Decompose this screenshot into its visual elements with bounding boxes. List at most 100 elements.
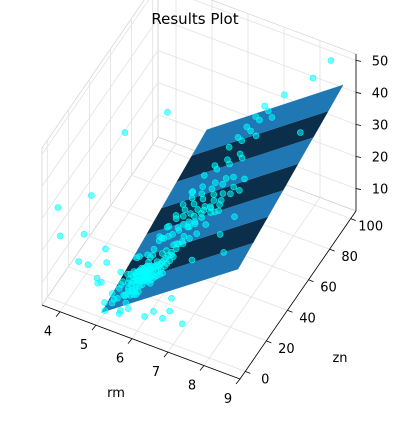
x-axis-label: rm xyxy=(107,386,125,401)
data-point xyxy=(236,187,243,194)
data-point xyxy=(210,197,218,204)
data-point xyxy=(119,278,127,286)
data-point xyxy=(144,251,151,259)
data-point xyxy=(169,231,176,238)
x-tick-label: 5 xyxy=(80,338,88,353)
x-tick-label: 8 xyxy=(188,379,196,394)
data-point xyxy=(141,313,148,320)
z-tick-label: 40 xyxy=(372,86,389,101)
data-point xyxy=(212,179,219,186)
grid-line-y xyxy=(46,140,246,372)
plane-stripe xyxy=(161,137,314,209)
data-point xyxy=(208,185,216,193)
data-point xyxy=(166,307,173,315)
data-point xyxy=(216,231,224,238)
data-point xyxy=(227,190,234,198)
data-point xyxy=(121,129,129,136)
data-point xyxy=(224,156,231,163)
data-point xyxy=(180,233,188,240)
data-point xyxy=(188,194,196,202)
y-axis-line xyxy=(239,210,357,380)
data-point xyxy=(296,129,304,136)
data-point xyxy=(84,261,92,269)
grid-line-x xyxy=(59,0,177,312)
data-point xyxy=(88,192,95,199)
y-tick-label: 20 xyxy=(278,342,295,357)
data-point xyxy=(159,269,166,277)
data-point xyxy=(179,201,187,208)
data-point xyxy=(230,183,237,191)
y-axis-label: zn xyxy=(332,351,347,366)
data-point xyxy=(210,191,218,198)
data-point xyxy=(150,308,157,315)
data-point xyxy=(243,123,251,131)
grid-line-y xyxy=(89,79,288,311)
axis-lines xyxy=(41,54,362,385)
data-point xyxy=(108,290,116,297)
data-point xyxy=(222,175,230,182)
data-point xyxy=(56,232,64,240)
data-point xyxy=(103,259,110,266)
data-point xyxy=(172,212,180,219)
data-point xyxy=(201,172,208,179)
data-point xyxy=(193,230,200,237)
x-tick-mark xyxy=(127,338,133,344)
data-point xyxy=(225,143,233,151)
data-point xyxy=(145,258,152,266)
grid-line-z xyxy=(41,0,357,155)
data-point xyxy=(230,173,237,181)
data-point xyxy=(153,258,161,265)
data-point xyxy=(186,235,193,242)
y-tick-label: 60 xyxy=(320,281,337,296)
data-point xyxy=(150,245,158,253)
data-point xyxy=(168,294,175,302)
data-point xyxy=(231,213,238,220)
data-point xyxy=(188,256,196,264)
data-point xyxy=(220,249,227,256)
data-point xyxy=(252,132,260,140)
data-point xyxy=(219,180,226,188)
x-tick-mark xyxy=(235,378,241,385)
data-point xyxy=(198,190,206,197)
data-point xyxy=(268,114,276,121)
data-point xyxy=(136,253,143,260)
data-point xyxy=(264,107,272,115)
data-point xyxy=(327,57,335,64)
data-point xyxy=(80,230,88,238)
z-tick-label: 10 xyxy=(372,183,389,198)
z-tick-mark xyxy=(355,92,362,94)
data-point xyxy=(54,204,62,211)
data-point xyxy=(164,109,171,116)
data-point xyxy=(75,258,82,265)
data-point xyxy=(236,150,244,158)
data-point xyxy=(114,294,121,302)
data-point xyxy=(170,241,177,249)
data-point xyxy=(179,320,186,328)
data-point xyxy=(168,251,175,259)
data-point xyxy=(101,307,109,314)
data-point xyxy=(185,218,193,226)
y-tick-mark xyxy=(350,218,356,222)
z-tick-label: 30 xyxy=(372,119,389,134)
data-point xyxy=(234,134,242,141)
data-point xyxy=(101,299,108,306)
data-point xyxy=(122,299,130,307)
data-point xyxy=(135,288,142,296)
data-point xyxy=(125,305,132,313)
data-point xyxy=(241,175,248,183)
z-tick-mark xyxy=(355,156,362,158)
x-axis-line xyxy=(41,304,241,380)
data-point xyxy=(180,221,187,228)
y-tick-mark xyxy=(266,340,272,344)
data-point xyxy=(187,210,194,217)
data-point xyxy=(189,188,197,195)
x-tick-label: 9 xyxy=(224,392,232,407)
data-point xyxy=(179,240,187,247)
data-point xyxy=(125,279,132,287)
data-point xyxy=(252,113,259,120)
y-tick-mark xyxy=(245,370,251,374)
data-point xyxy=(174,224,182,231)
z-tick-label: 20 xyxy=(372,151,389,166)
grid-line-z xyxy=(41,50,357,219)
